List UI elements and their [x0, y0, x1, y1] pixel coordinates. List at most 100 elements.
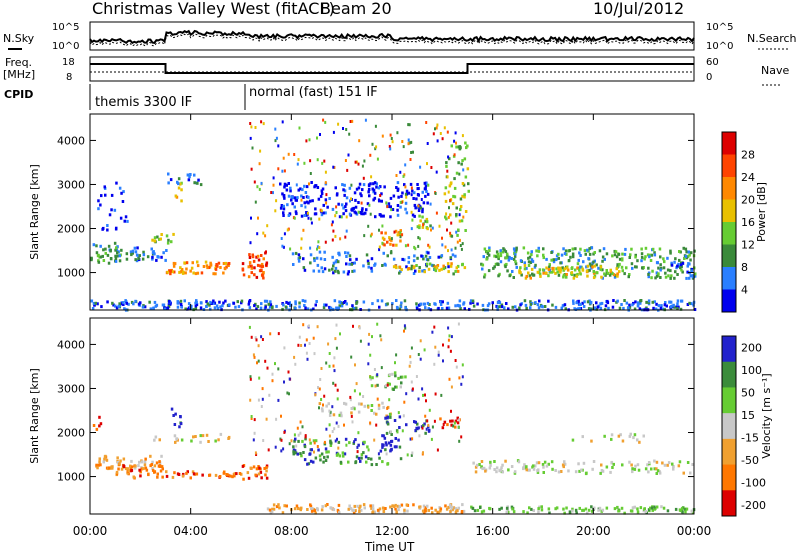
heatmap-cell	[630, 247, 633, 251]
heatmap-cell	[505, 510, 508, 514]
heatmap-cell	[621, 252, 624, 256]
heatmap-cell	[120, 191, 123, 195]
heatmap-cell	[146, 255, 150, 259]
heatmap-cell	[309, 172, 312, 175]
heatmap-cell	[241, 464, 245, 468]
heatmap-cell	[355, 301, 358, 305]
heatmap-cell	[313, 257, 316, 261]
heatmap-cell	[265, 250, 267, 254]
heatmap-cell	[574, 470, 578, 474]
heatmap-cell	[231, 475, 234, 479]
heatmap-cell	[600, 463, 603, 467]
heatmap-cell	[262, 122, 265, 126]
heatmap-cell	[377, 407, 381, 411]
heatmap-cell	[488, 466, 492, 470]
heatmap-cell	[145, 468, 149, 472]
heatmap-cell	[391, 140, 394, 144]
heatmap-cell	[256, 361, 258, 365]
colorbar-segment	[722, 177, 736, 200]
heatmap-cell	[247, 265, 250, 269]
heatmap-cell	[133, 466, 137, 470]
heatmap-cell	[670, 305, 673, 309]
heatmap-cell	[173, 262, 177, 266]
heatmap-cell	[577, 299, 580, 303]
heatmap-cell	[388, 373, 391, 377]
heatmap-cell	[681, 510, 684, 514]
heatmap-cell	[542, 247, 545, 251]
heatmap-cell	[655, 460, 659, 464]
frequency-panel: Freq. [MHz] 18 8 60 0 Nave	[3, 56, 789, 86]
heatmap-cell	[322, 211, 325, 215]
heatmap-cell	[319, 133, 321, 136]
heatmap-cell	[195, 300, 198, 304]
heatmap-cell	[669, 276, 672, 280]
heatmap-cell	[587, 508, 591, 512]
beam-label: Beam 20	[320, 0, 392, 18]
heatmap-cell	[216, 307, 220, 310]
heatmap-cell	[386, 383, 389, 387]
heatmap-cell	[280, 204, 284, 207]
heatmap-cell	[579, 272, 582, 276]
heatmap-cell	[451, 508, 454, 512]
heatmap-cell	[115, 470, 119, 474]
heatmap-cell	[130, 253, 133, 257]
colorbar-tick-label: 12	[741, 239, 755, 252]
heatmap-cell	[542, 268, 545, 272]
heatmap-cell	[578, 268, 581, 272]
heatmap-cell	[297, 433, 300, 437]
heatmap-cell	[535, 249, 538, 253]
heatmap-cell	[601, 508, 605, 512]
heatmap-cell	[247, 302, 251, 306]
heatmap-cell	[489, 463, 492, 467]
heatmap-cell	[190, 266, 194, 270]
heatmap-cell	[174, 412, 177, 416]
heatmap-cell	[454, 359, 457, 362]
heatmap-cell	[647, 461, 651, 464]
heatmap-cell	[361, 207, 364, 211]
heatmap-cell	[160, 454, 163, 458]
heatmap-cell	[452, 424, 455, 428]
heatmap-cell	[427, 423, 430, 427]
heatmap-cell	[679, 307, 683, 311]
heatmap-cell	[259, 306, 263, 310]
heatmap-cell	[307, 462, 311, 466]
heatmap-cell	[344, 159, 347, 162]
heatmap-cell	[379, 449, 383, 453]
heatmap-cell	[400, 503, 404, 507]
heatmap-cell	[409, 158, 412, 161]
heatmap-cell	[219, 266, 222, 269]
heatmap-cell	[180, 181, 183, 185]
heatmap-cell	[354, 198, 357, 202]
heatmap-cell	[598, 249, 602, 253]
heatmap-cell	[398, 415, 402, 419]
heatmap-cell	[94, 301, 97, 305]
heatmap-cell	[335, 205, 338, 209]
heatmap-cell	[412, 150, 414, 154]
heatmap-cell	[667, 274, 670, 278]
heatmap-cell	[425, 250, 429, 254]
heatmap-cell	[262, 276, 265, 280]
heatmap-cell	[436, 139, 439, 143]
heatmap-cell	[421, 210, 424, 214]
heatmap-cell	[399, 205, 402, 209]
heatmap-cell	[396, 430, 399, 434]
heatmap-cell	[302, 323, 305, 327]
heatmap-cell	[354, 461, 357, 465]
heatmap-cell	[441, 307, 444, 310]
heatmap-cell	[191, 470, 195, 474]
heatmap-cell	[406, 453, 409, 457]
heatmap-cell	[480, 465, 483, 469]
heatmap-cell	[138, 460, 141, 464]
heatmap-cell	[377, 452, 380, 456]
heatmap-cell	[653, 300, 656, 304]
heatmap-cell	[349, 395, 352, 399]
heatmap-cell	[522, 510, 525, 514]
heatmap-cell	[565, 275, 568, 279]
heatmap-cell	[196, 181, 199, 185]
heatmap-cell	[424, 393, 426, 397]
heatmap-cell	[386, 254, 389, 258]
heatmap-cell	[302, 228, 305, 232]
heatmap-cell	[417, 244, 420, 248]
heatmap-cell	[536, 303, 540, 307]
heatmap-cell	[370, 269, 374, 273]
